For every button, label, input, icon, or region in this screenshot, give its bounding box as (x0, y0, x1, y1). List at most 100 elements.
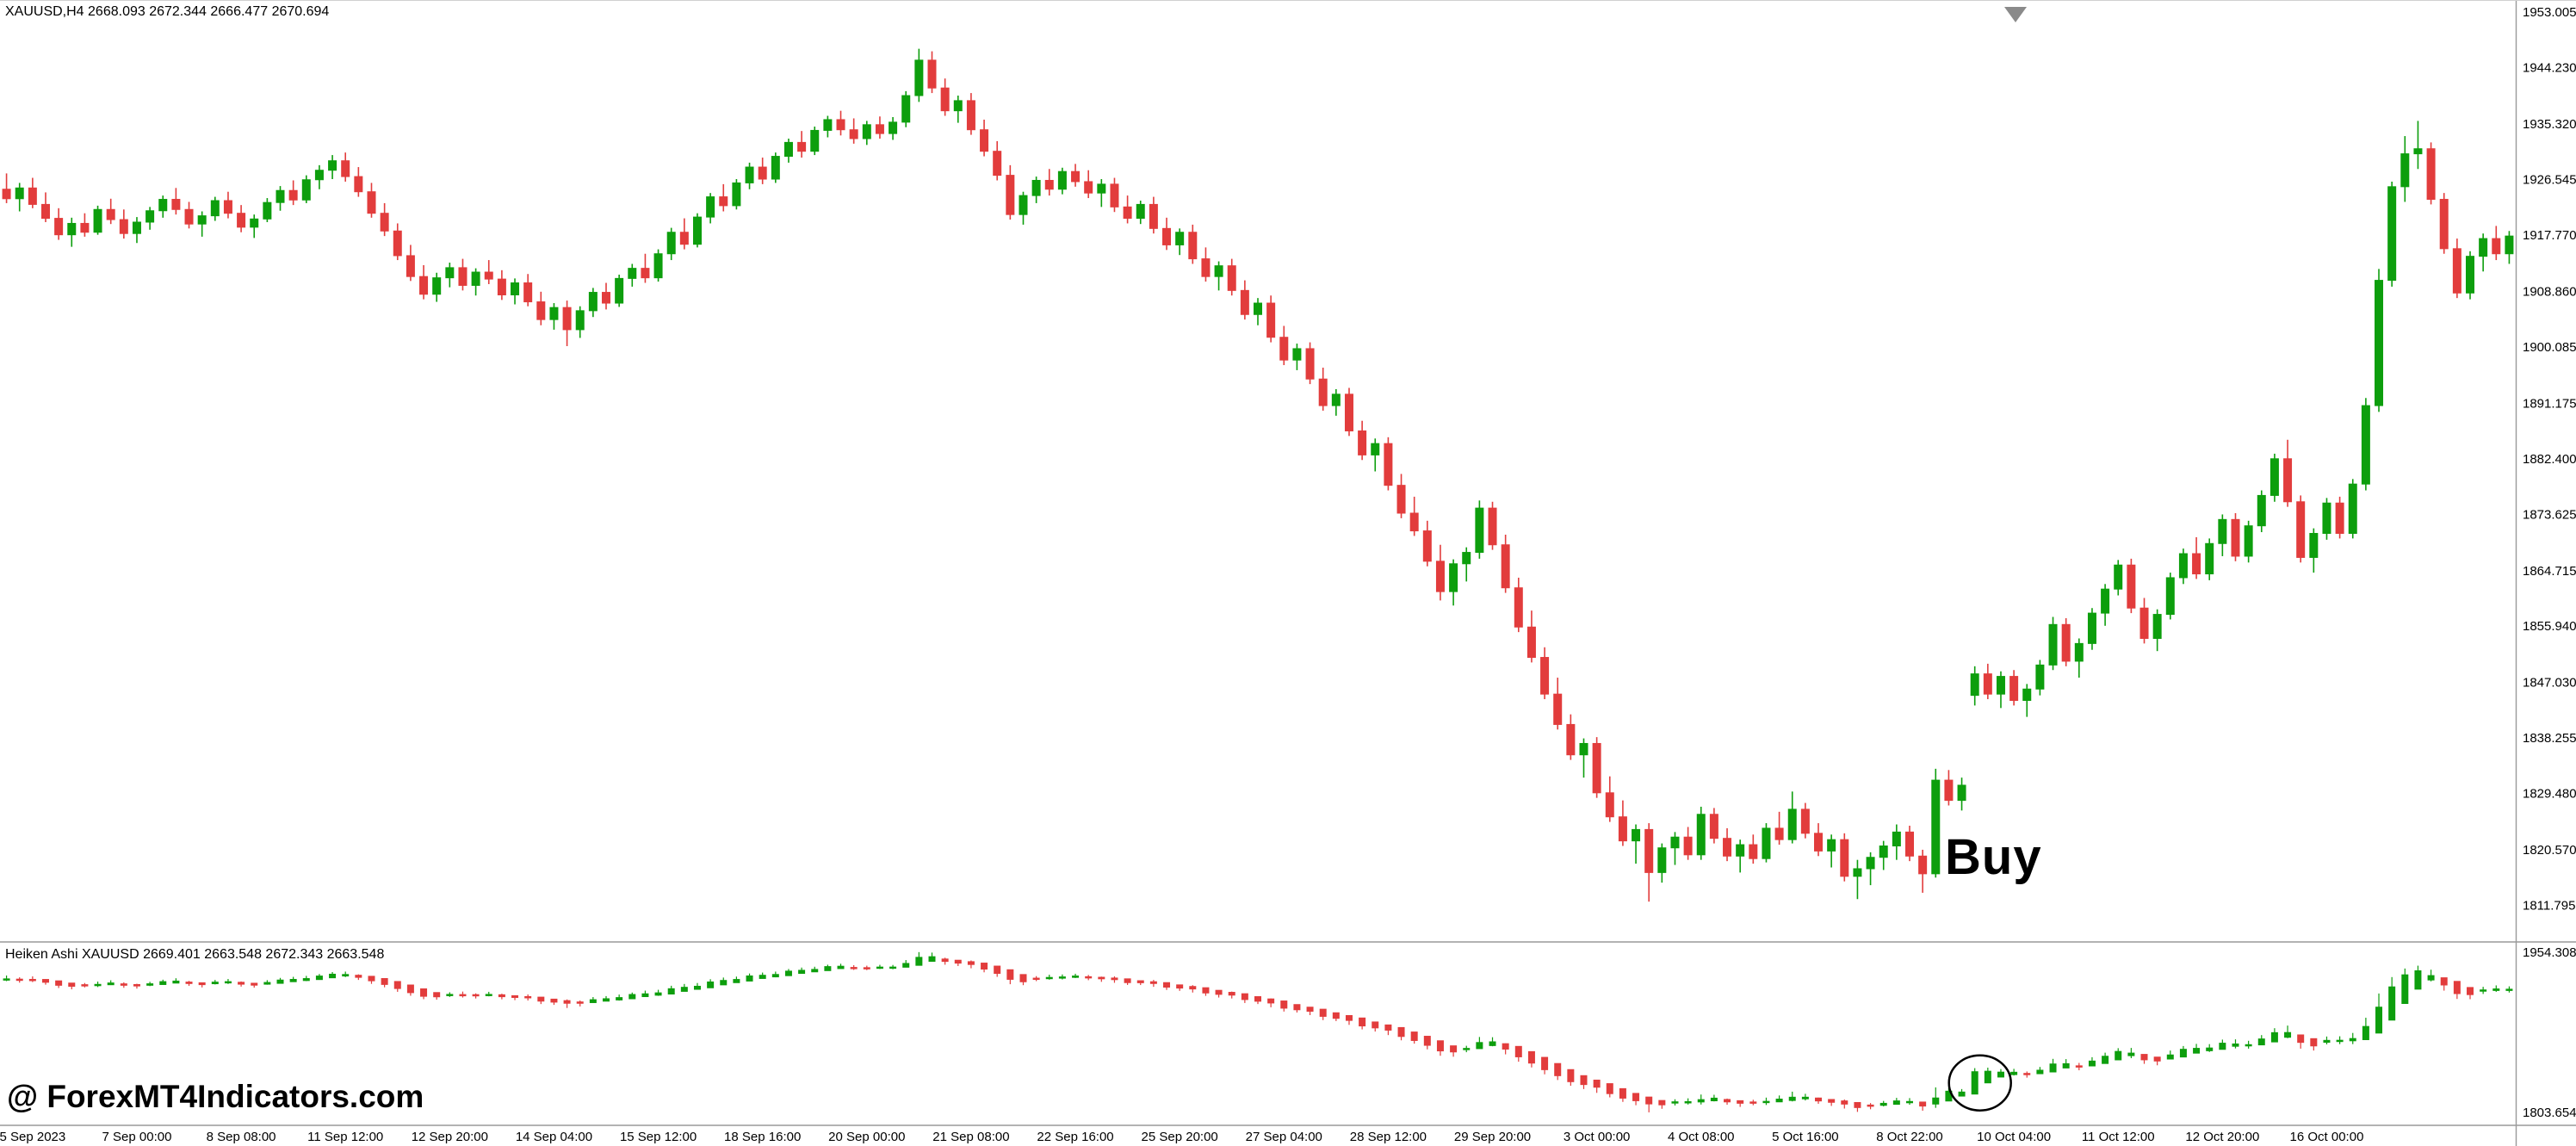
ha-candle[interactable] (2388, 976, 2396, 1021)
ha-candle[interactable] (238, 981, 245, 987)
candle[interactable] (2022, 684, 2032, 717)
candle[interactable] (1409, 496, 1419, 536)
ha-candle[interactable] (1293, 1004, 1301, 1013)
ha-candle[interactable] (1788, 1091, 1796, 1102)
candle[interactable] (1970, 666, 1979, 706)
candle[interactable] (119, 209, 128, 239)
ha-candle[interactable] (2166, 1050, 2174, 1060)
ha-candle[interactable] (1671, 1099, 1679, 1106)
ha-candle[interactable] (2127, 1048, 2135, 1058)
ha-candle[interactable] (1058, 974, 1066, 980)
candle[interactable] (2205, 538, 2214, 580)
candle[interactable] (393, 223, 402, 261)
time-axis[interactable]: 5 Sep 2023 7 Sep 00:00 8 Sep 08:00 11 Sep 1… (0, 1130, 2363, 1144)
candle[interactable] (301, 175, 311, 203)
ha-candle[interactable] (1984, 1068, 1991, 1084)
ha-candle[interactable] (1228, 991, 1235, 999)
ha-candle[interactable] (172, 978, 180, 984)
candle[interactable] (771, 152, 780, 183)
candle[interactable] (146, 207, 155, 230)
ha-candle[interactable] (967, 960, 975, 969)
ha-candle[interactable] (433, 992, 441, 1000)
candle[interactable] (380, 202, 389, 237)
ha-candle[interactable] (2492, 985, 2500, 992)
ha-candle[interactable] (746, 973, 753, 982)
candle[interactable] (184, 201, 194, 229)
ha-candle[interactable] (641, 990, 649, 998)
ha-candle[interactable] (2440, 977, 2448, 991)
candle[interactable] (1657, 843, 1667, 883)
candle[interactable] (367, 183, 376, 218)
candle[interactable] (93, 205, 102, 235)
candle[interactable] (719, 183, 728, 212)
candle[interactable] (1827, 834, 1836, 868)
candle[interactable] (692, 213, 702, 248)
candle[interactable] (953, 96, 963, 123)
candle[interactable] (549, 303, 559, 330)
candle[interactable] (1879, 840, 1888, 870)
candle[interactable] (679, 218, 689, 250)
ha-candle[interactable] (1684, 1098, 1692, 1105)
candle[interactable] (1136, 200, 1145, 225)
candle[interactable] (1944, 770, 1954, 806)
candle[interactable] (1723, 827, 1732, 862)
candle[interactable] (263, 198, 272, 222)
ha-candle[interactable] (824, 964, 832, 971)
candle[interactable] (575, 306, 585, 338)
ha-candle[interactable] (1567, 1069, 1575, 1086)
candle[interactable] (2061, 617, 2071, 666)
ha-candle[interactable] (2140, 1054, 2148, 1064)
candle[interactable] (2257, 490, 2266, 533)
candle[interactable] (132, 217, 141, 244)
ha-candle[interactable] (329, 972, 337, 979)
candle[interactable] (2, 173, 11, 203)
candle[interactable] (797, 131, 807, 158)
ha-candle[interactable] (1149, 980, 1157, 988)
candle[interactable] (2139, 598, 2149, 644)
ha-candle[interactable] (2362, 1018, 2369, 1040)
candle[interactable] (1696, 806, 1706, 860)
ha-candle[interactable] (355, 974, 362, 981)
candle[interactable] (875, 116, 884, 139)
ha-candle[interactable] (185, 981, 193, 987)
candle[interactable] (1435, 544, 1445, 601)
ha-candle[interactable] (302, 976, 310, 982)
ha-candle[interactable] (2270, 1028, 2278, 1043)
candle[interactable] (1266, 295, 1276, 343)
candle[interactable] (536, 291, 546, 325)
candle[interactable] (2165, 573, 2175, 620)
candle[interactable] (706, 193, 715, 224)
candle[interactable] (2375, 269, 2384, 412)
candle[interactable] (1605, 776, 1614, 822)
candle[interactable] (2296, 495, 2306, 563)
ha-candle[interactable] (1372, 1021, 1379, 1032)
ha-candle[interactable] (1854, 1101, 1861, 1112)
ha-candle[interactable] (1423, 1036, 1431, 1050)
ha-candle[interactable] (28, 976, 36, 982)
ha-candle[interactable] (1514, 1045, 1522, 1062)
candle[interactable] (1983, 663, 1992, 700)
price-axis[interactable]: 1953.005 1944.230 1935.320 1926.545 1917.770… (2523, 5, 2576, 914)
candle[interactable] (1774, 811, 1784, 846)
ha-candle[interactable] (2284, 1025, 2292, 1038)
candle[interactable] (445, 263, 455, 288)
ha-candle[interactable] (41, 979, 49, 985)
ha-candle[interactable] (1476, 1037, 1483, 1050)
ha-candle[interactable] (1841, 1100, 1848, 1109)
ha-candle[interactable] (1124, 978, 1131, 985)
chart-shift-marker-icon[interactable] (2004, 7, 2027, 22)
candle[interactable] (732, 179, 741, 210)
candle[interactable] (2087, 608, 2096, 650)
ha-candle[interactable] (1254, 996, 1261, 1005)
ha-candle[interactable] (55, 980, 63, 988)
candle[interactable] (28, 177, 37, 208)
ha-candle[interactable] (15, 977, 23, 983)
candle[interactable] (2074, 638, 2084, 678)
ha-candle[interactable] (1176, 984, 1184, 991)
ha-candle[interactable] (1905, 1098, 1913, 1106)
ha-candle[interactable] (2375, 993, 2383, 1034)
ha-candle[interactable] (211, 980, 219, 985)
ha-candle[interactable] (1932, 1087, 1940, 1108)
ha-candle[interactable] (446, 992, 454, 997)
